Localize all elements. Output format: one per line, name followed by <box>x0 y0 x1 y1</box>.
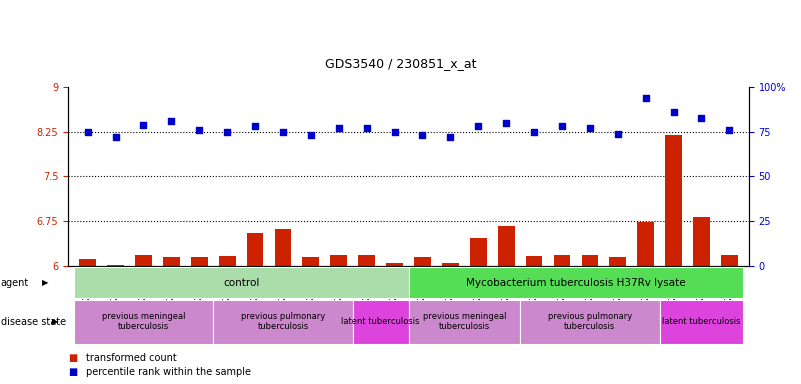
Text: previous meningeal
tuberculosis: previous meningeal tuberculosis <box>423 312 506 331</box>
Bar <box>135 255 152 266</box>
Point <box>360 125 373 131</box>
Bar <box>721 255 738 266</box>
Point <box>221 129 234 135</box>
Text: previous pulmonary
tuberculosis: previous pulmonary tuberculosis <box>548 312 632 331</box>
Bar <box>275 229 292 266</box>
Text: previous pulmonary
tuberculosis: previous pulmonary tuberculosis <box>241 312 325 331</box>
Bar <box>693 217 710 266</box>
Bar <box>582 255 598 266</box>
Text: agent: agent <box>1 278 29 288</box>
Point <box>137 122 150 128</box>
Bar <box>610 257 626 266</box>
Point <box>639 95 652 101</box>
Bar <box>330 255 347 266</box>
Text: percentile rank within the sample: percentile rank within the sample <box>86 366 251 377</box>
Bar <box>219 256 235 266</box>
Point <box>304 132 317 139</box>
Text: control: control <box>223 278 260 288</box>
Bar <box>163 257 179 266</box>
Bar <box>553 255 570 266</box>
Point <box>416 132 429 139</box>
Point <box>611 131 624 137</box>
Text: ■: ■ <box>68 353 78 363</box>
Point <box>500 120 513 126</box>
Bar <box>358 255 375 266</box>
Point <box>695 114 708 121</box>
Bar <box>414 257 431 266</box>
Bar <box>470 238 487 266</box>
Bar <box>638 222 654 266</box>
Point <box>276 129 289 135</box>
Point <box>556 123 569 129</box>
Text: ■: ■ <box>68 366 78 377</box>
Text: Mycobacterium tuberculosis H37Rv lysate: Mycobacterium tuberculosis H37Rv lysate <box>466 278 686 288</box>
Bar <box>303 257 320 266</box>
Text: disease state: disease state <box>1 316 66 327</box>
Point <box>472 123 485 129</box>
Bar <box>665 135 682 266</box>
Point <box>193 127 206 133</box>
Point <box>109 134 122 140</box>
Bar <box>525 256 542 266</box>
Text: previous meningeal
tuberculosis: previous meningeal tuberculosis <box>102 312 185 331</box>
Point <box>583 125 596 131</box>
Bar <box>442 263 459 266</box>
Point <box>248 123 261 129</box>
Point <box>667 109 680 115</box>
Text: latent tuberculosis: latent tuberculosis <box>662 317 741 326</box>
Point <box>332 125 345 131</box>
Point <box>388 129 401 135</box>
Point <box>165 118 178 124</box>
Bar <box>79 258 96 266</box>
Bar <box>191 257 207 266</box>
Point <box>444 134 457 140</box>
Text: ▶: ▶ <box>52 317 58 326</box>
Text: transformed count: transformed count <box>86 353 176 363</box>
Bar <box>107 265 124 266</box>
Bar <box>247 233 264 266</box>
Text: ▶: ▶ <box>42 278 48 287</box>
Point <box>723 127 736 133</box>
Point <box>81 129 94 135</box>
Point <box>528 129 541 135</box>
Text: latent tuberculosis: latent tuberculosis <box>341 317 420 326</box>
Text: GDS3540 / 230851_x_at: GDS3540 / 230851_x_at <box>324 57 477 70</box>
Bar <box>497 226 514 266</box>
Bar <box>386 263 403 266</box>
